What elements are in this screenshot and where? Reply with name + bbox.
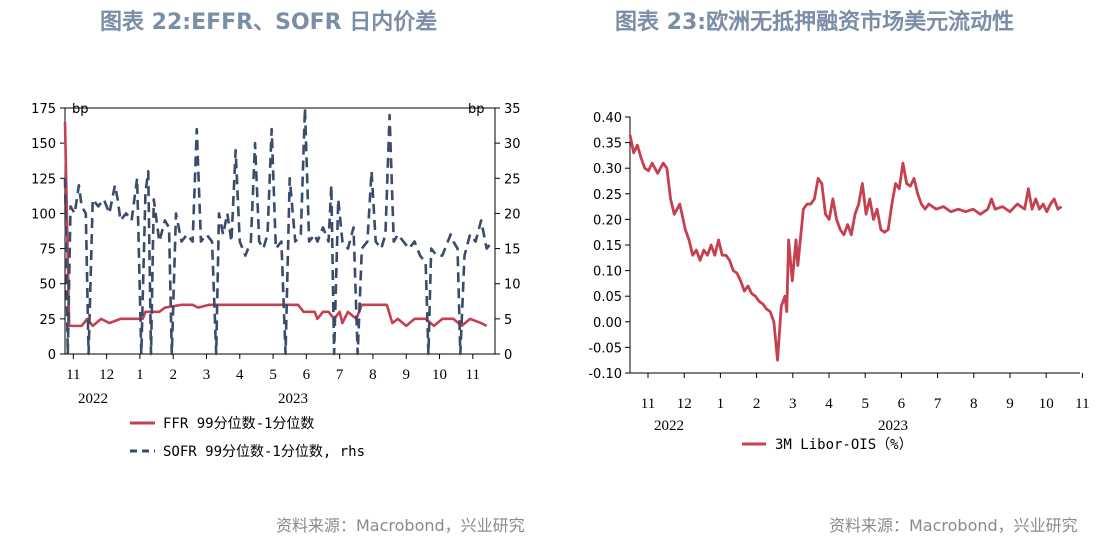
right-ytick-label: 20 — [504, 207, 521, 222]
right-chart-xtick-label: 6 — [898, 396, 906, 412]
right-chart-ytick-label: 0.10 — [593, 265, 622, 280]
right-chart-ytick-label: -0.10 — [588, 367, 622, 382]
chart-title-left: 图表 22:EFFR、SOFR 日内价差 — [100, 10, 438, 35]
left-ytick-label: 125 — [31, 172, 56, 187]
right-plot-area — [630, 117, 1080, 373]
right-ytick-label: 15 — [504, 243, 521, 258]
right-chart-xtick-label: 11 — [641, 396, 655, 412]
left-ytick-label: 100 — [31, 207, 56, 222]
left-ytick-label: 25 — [39, 313, 56, 328]
left-xtick-label: 6 — [303, 367, 311, 383]
left-xtick-label: 11 — [66, 367, 80, 383]
right-ytick-label: 30 — [504, 137, 521, 152]
left-xtick-label: 9 — [402, 367, 410, 383]
left-xtick-label: 3 — [203, 367, 211, 383]
right-ytick-label: 5 — [504, 313, 512, 328]
left-xtick-label: 5 — [269, 367, 277, 383]
source-note-left: 资料来源：Macrobond，兴业研究 — [276, 516, 525, 535]
right-chart-xtick-label: 1 — [717, 396, 725, 412]
legend-libor-label: 3M Libor-OIS（%） — [775, 437, 913, 453]
source-note-right: 资料来源：Macrobond，兴业研究 — [829, 516, 1078, 535]
right-chart-ytick-label: 0.40 — [593, 111, 622, 126]
right-chart-xtick-label: 12 — [677, 396, 692, 412]
right-chart-xtick-label: 2 — [753, 396, 761, 412]
left-ytick-label: 50 — [39, 278, 56, 293]
right-chart-ytick-label: 0.25 — [593, 188, 622, 203]
right-chart-xtick-label: 10 — [1039, 396, 1054, 412]
left-xtick-label: 12 — [99, 367, 114, 383]
left-xtick-label: 4 — [236, 367, 244, 383]
ffr-series-line — [63, 122, 488, 328]
right-ytick-label: 25 — [504, 172, 521, 187]
right-chart-xtick-label: 5 — [861, 396, 869, 412]
left-ytick-label: 75 — [39, 243, 56, 258]
left-year-2023: 2023 — [278, 391, 308, 407]
right-ytick-label: 10 — [504, 278, 521, 293]
left-ytick-label: 0 — [48, 348, 56, 363]
left-xtick-label: 7 — [336, 367, 344, 383]
chart-title-right: 图表 23:欧洲无抵押融资市场美元流动性 — [615, 10, 1015, 35]
left-ytick-label: 175 — [31, 102, 56, 117]
legend-sofr-label: SOFR 99分位数-1分位数, rhs — [163, 444, 365, 460]
right-chart-ytick-label: 0.05 — [593, 290, 622, 305]
right-chart-xtick-label: 3 — [789, 396, 797, 412]
left-xtick-label: 1 — [136, 367, 144, 383]
right-chart-xtick-label: 9 — [1006, 396, 1014, 412]
right-ytick-label: 0 — [504, 348, 512, 363]
right-chart-ytick-label: 0.00 — [593, 316, 622, 331]
left-xtick-label: 11 — [466, 367, 480, 383]
right-year-2022: 2022 — [654, 418, 684, 434]
sofr-series-line — [63, 106, 494, 356]
right-chart-ytick-label: 0.30 — [593, 162, 622, 177]
right-chart-xtick-label: 4 — [825, 396, 833, 412]
left-xtick-label: 2 — [169, 367, 177, 383]
right-chart-xtick-label: 7 — [934, 396, 942, 412]
right-chart-ytick-label: 0.15 — [593, 239, 622, 254]
right-chart-xtick-label: 8 — [970, 396, 978, 412]
right-ytick-label: 35 — [504, 102, 521, 117]
left-unit-label: bp — [72, 102, 89, 117]
legend-ffr-label: FFR 99分位数-1分位数 — [163, 416, 314, 432]
right-chart-ytick-label: -0.05 — [588, 341, 622, 356]
left-year-2022: 2022 — [78, 391, 108, 407]
libor-ois-series-line — [628, 134, 1063, 362]
right-year-2023: 2023 — [878, 418, 908, 434]
left-ytick-label: 150 — [31, 137, 56, 152]
right-chart-ytick-label: 0.20 — [593, 213, 622, 228]
left-xtick-label: 8 — [369, 367, 377, 383]
right-chart-ytick-label: 0.35 — [593, 137, 622, 152]
left-plot-area — [64, 107, 496, 355]
left-xtick-label: 10 — [432, 367, 447, 383]
right-chart-xtick-label: 11 — [1075, 396, 1089, 412]
right-unit-label: bp — [468, 102, 485, 117]
